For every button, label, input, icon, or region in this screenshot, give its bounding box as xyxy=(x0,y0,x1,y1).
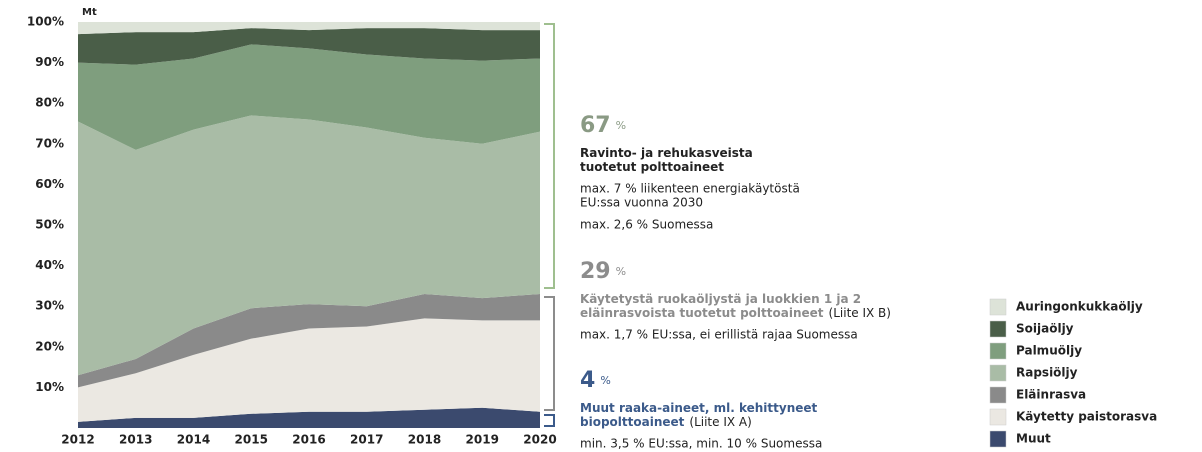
area xyxy=(78,294,540,388)
annotation-title-line: eläinrasvoista tuotetut polttoaineet xyxy=(580,306,824,320)
y-tick-label: 70% xyxy=(35,136,64,150)
annotation-title: biopolttoaineet (Liite IX A) xyxy=(580,415,752,429)
annotation-note: min. 3,5 % EU:ssa, min. 10 % Suomessa xyxy=(580,437,822,451)
legend-swatch xyxy=(989,386,1007,404)
annotation-unit: % xyxy=(616,265,626,278)
legend-label: Eläinrasva xyxy=(1016,388,1086,402)
x-tick-label: 2016 xyxy=(292,433,325,447)
annotation-title-line: Ravinto- ja rehukasveista xyxy=(580,146,753,160)
annotation-title: Käytetystä ruokaöljystä ja luokkien 1 ja… xyxy=(580,292,861,306)
annotation-value-number: 4 xyxy=(580,368,595,393)
area xyxy=(78,115,540,376)
annotation-unit: % xyxy=(600,374,610,387)
y-tick-label: 90% xyxy=(35,55,64,69)
legend-swatch xyxy=(989,364,1007,382)
annotation-title-line: biopolttoaineet xyxy=(580,415,685,429)
annotation-note: max. 1,7 % EU:ssa, ei erillistä rajaa Su… xyxy=(580,328,858,342)
x-tick-label: 2013 xyxy=(119,433,152,447)
y-tick-label: 80% xyxy=(35,96,64,110)
area xyxy=(78,28,540,65)
annotation-title-line: Käytetystä ruokaöljystä ja luokkien 1 ja… xyxy=(580,292,861,306)
y-tick-label: 50% xyxy=(35,218,64,232)
annotation-value-number: 29 xyxy=(580,259,611,284)
annotation-title: Ravinto- ja rehukasveista xyxy=(580,146,753,160)
x-tick-label: 2012 xyxy=(61,433,94,447)
annotation-title: tuotetut polttoaineet xyxy=(580,160,724,174)
y-tick-label: 10% xyxy=(35,380,64,394)
annotation-value-number: 67 xyxy=(580,113,611,138)
area xyxy=(78,318,540,422)
legend-label: Palmuöljy xyxy=(1016,344,1082,358)
annotation-title-note: (Liite IX B) xyxy=(829,306,891,320)
x-tick-label: 2015 xyxy=(235,433,268,447)
annotation-value: 67% xyxy=(580,113,626,138)
x-tick-label: 2020 xyxy=(523,433,556,447)
annotation-note: max. 2,6 % Suomessa xyxy=(580,218,713,232)
legend-label: Muut xyxy=(1016,432,1051,446)
annotation-title-note: (Liite IX A) xyxy=(689,415,751,429)
area xyxy=(78,407,540,428)
bracket-29 xyxy=(544,296,555,411)
legend-swatch xyxy=(989,408,1007,426)
annotation-value: 29% xyxy=(580,259,626,284)
annotation-value: 4% xyxy=(580,368,611,393)
x-tick-label: 2017 xyxy=(350,433,383,447)
x-tick-label: 2018 xyxy=(408,433,441,447)
x-tick-label: 2019 xyxy=(466,433,499,447)
y-tick-label: 20% xyxy=(35,339,64,353)
annotation-title-line: tuotetut polttoaineet xyxy=(580,160,724,174)
y-tick-label: 30% xyxy=(35,299,64,313)
area xyxy=(78,22,540,35)
bracket-4 xyxy=(544,414,555,427)
legend-swatch xyxy=(989,430,1007,448)
annotation-title: eläinrasvoista tuotetut polttoaineet (Lii… xyxy=(580,306,891,320)
bracket-67 xyxy=(544,23,555,289)
legend-swatch xyxy=(989,342,1007,360)
legend-swatch xyxy=(989,298,1007,316)
legend-label: Rapsiöljy xyxy=(1016,366,1078,380)
legend-swatch xyxy=(989,320,1007,338)
y-tick-label: 100% xyxy=(27,15,64,29)
legend-label: Soijaöljy xyxy=(1016,322,1074,336)
legend-label: Auringonkukkaöljy xyxy=(1016,300,1143,314)
y-tick-label: 60% xyxy=(35,177,64,191)
annotation-note: max. 7 % liikenteen energiakäytöstä xyxy=(580,182,800,196)
annotation-note: EU:ssa vuonna 2030 xyxy=(580,196,703,210)
annotation-unit: % xyxy=(616,119,626,132)
area xyxy=(78,44,540,150)
brackets xyxy=(544,23,555,427)
legend-label: Käytetty paistorasva xyxy=(1016,410,1157,424)
annotation-title: Muut raaka-aineet, ml. kehittyneet xyxy=(580,401,818,415)
x-tick-label: 2014 xyxy=(177,433,210,447)
y-tick-label: 40% xyxy=(35,258,64,272)
annotation-title-line: Muut raaka-aineet, ml. kehittyneet xyxy=(580,401,818,415)
y-axis-label: Mt xyxy=(82,7,97,18)
